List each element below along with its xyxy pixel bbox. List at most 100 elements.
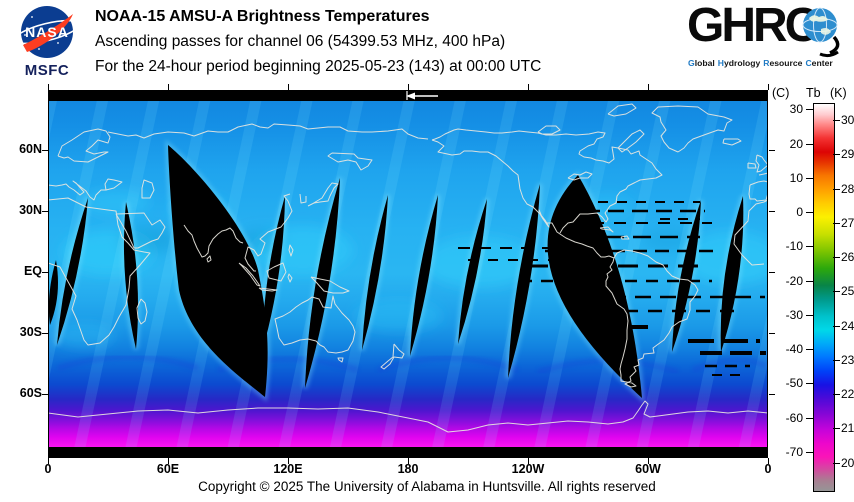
lat-tick-left bbox=[42, 394, 48, 395]
colorbar-celsius-label: 0 bbox=[796, 205, 803, 220]
lat-tick-right bbox=[769, 272, 775, 273]
colorbar-celsius-label: -70 bbox=[785, 444, 803, 459]
lon-tick-bottom bbox=[288, 458, 289, 464]
lat-tick-right bbox=[769, 333, 775, 334]
lat-tick-left bbox=[42, 150, 48, 151]
south-polar-cap-bar bbox=[48, 447, 768, 458]
subtitle-channel: Ascending passes for channel 06 (54399.5… bbox=[95, 33, 506, 50]
nasa-center-label: MSFC bbox=[24, 62, 70, 79]
colorbar-kelvin-label: 280 bbox=[841, 181, 854, 196]
ghrc-word-resource: Resource bbox=[763, 58, 803, 68]
copyright-line: Copyright © 2025 The University of Alaba… bbox=[198, 479, 656, 494]
ghrc-word-center: Center bbox=[805, 58, 833, 68]
lat-tick-left bbox=[42, 333, 48, 334]
lon-label: 180 bbox=[397, 462, 419, 476]
colorbar-celsius-tick bbox=[806, 246, 814, 248]
colorbar-kelvin-tick bbox=[833, 325, 840, 327]
lat-tick-right bbox=[769, 394, 775, 395]
swath-direction-arrow-icon bbox=[406, 91, 438, 100]
colorbar-kelvin-label: 220 bbox=[841, 387, 854, 402]
ghrc-word-hydrology: Hydrology bbox=[717, 58, 761, 68]
lat-label: 30N bbox=[19, 203, 42, 217]
ghrc-globe-icon bbox=[802, 7, 840, 58]
lon-label: 0 bbox=[44, 462, 52, 476]
lon-tick-bottom bbox=[768, 458, 769, 464]
colorbar-gradient bbox=[813, 103, 835, 492]
colorbar-kelvin-tick bbox=[833, 257, 840, 259]
lon-tick-bottom bbox=[408, 458, 409, 464]
colorbar-kelvin-label: 200 bbox=[841, 455, 854, 470]
colorbar-celsius-label: -40 bbox=[785, 342, 803, 357]
lat-tick-right bbox=[769, 211, 775, 212]
colorbar-unit-celsius: (C) bbox=[772, 86, 790, 100]
lon-tick-top bbox=[168, 84, 169, 90]
lon-tick-top bbox=[648, 84, 649, 90]
colorbar-kelvin-tick bbox=[833, 359, 840, 361]
colorbar-celsius-tick bbox=[806, 143, 814, 145]
colorbar-celsius-label: -30 bbox=[785, 307, 803, 322]
lon-tick-top bbox=[288, 84, 289, 90]
colorbar-kelvin-tick bbox=[833, 120, 840, 122]
lat-tick-left bbox=[42, 211, 48, 212]
colorbar-celsius-label: -50 bbox=[785, 376, 803, 391]
colorbar-kelvin-label: 230 bbox=[841, 352, 854, 367]
ghrc-tagline: Global Hydrology Resource Center bbox=[688, 58, 849, 68]
colorbar-kelvin-tick bbox=[833, 291, 840, 293]
brightness-temperature-map bbox=[48, 90, 768, 458]
subtitle-period: For the 24-hour period beginning 2025-05… bbox=[95, 58, 542, 75]
ghrc-word-global: Global bbox=[688, 58, 715, 68]
lon-tick-top bbox=[768, 84, 769, 90]
lat-label: 60N bbox=[19, 142, 42, 156]
colorbar-celsius-tick bbox=[806, 383, 814, 385]
lat-label: EQ bbox=[23, 264, 42, 278]
lon-tick-bottom bbox=[648, 458, 649, 464]
colorbar-kelvin-label: 270 bbox=[841, 215, 854, 230]
lat-label: 60S bbox=[19, 386, 42, 400]
colorbar-celsius-label: 20 bbox=[789, 136, 803, 151]
colorbar-kelvin-tick bbox=[833, 188, 840, 190]
nasa-logo-icon: NASA bbox=[14, 6, 80, 58]
colorbar-kelvin-tick bbox=[833, 154, 840, 156]
colorbar-celsius-tick bbox=[806, 280, 814, 282]
coastlines bbox=[48, 103, 768, 433]
colorbar-celsius-label: -10 bbox=[785, 239, 803, 254]
map-frame bbox=[48, 90, 768, 458]
ghrc-logo: GHRC Global Hydrology Resource Center bbox=[687, 0, 849, 81]
lat-tick-left bbox=[42, 272, 48, 273]
lon-label: 60E bbox=[156, 462, 180, 476]
lon-tick-bottom bbox=[528, 458, 529, 464]
lon-label: 120E bbox=[273, 462, 303, 476]
map-background bbox=[48, 90, 768, 458]
colorbar-kelvin-label: 290 bbox=[841, 147, 854, 162]
lon-tick-top bbox=[408, 84, 409, 90]
colorbar-kelvin-tick bbox=[833, 394, 840, 396]
colorbar-celsius-tick bbox=[806, 451, 814, 453]
lon-tick-top bbox=[48, 84, 49, 90]
colorbar-unit-tb: Tb bbox=[806, 86, 821, 100]
colorbar-kelvin-label: 260 bbox=[841, 250, 854, 265]
lat-label: 30S bbox=[19, 325, 42, 339]
colorbar-celsius-tick bbox=[806, 314, 814, 316]
page-title: NOAA-15 AMSU-A Brightness Temperatures bbox=[95, 8, 430, 25]
colorbar-celsius-label: 30 bbox=[789, 102, 803, 117]
lon-tick-bottom bbox=[168, 458, 169, 464]
lon-tick-top bbox=[528, 84, 529, 90]
colorbar-celsius-tick bbox=[806, 417, 814, 419]
lat-tick-right bbox=[769, 150, 775, 151]
lon-label: 60W bbox=[635, 462, 661, 476]
colorbar-kelvin-tick bbox=[833, 428, 840, 430]
colorbar-celsius-label: -60 bbox=[785, 410, 803, 425]
nasa-wordmark: NASA bbox=[25, 24, 69, 40]
colorbar-kelvin-label: 210 bbox=[841, 421, 854, 436]
no-data-gaps bbox=[48, 145, 744, 398]
ghrc-acronym: GHRC bbox=[687, 0, 819, 52]
colorbar-kelvin-tick bbox=[833, 222, 840, 224]
colorbar-celsius-tick bbox=[806, 212, 814, 214]
lon-label: 120W bbox=[511, 462, 545, 476]
colorbar-celsius-label: 10 bbox=[789, 170, 803, 185]
colorbar-celsius-tick bbox=[806, 177, 814, 179]
colorbar-celsius-tick bbox=[806, 349, 814, 351]
colorbar-kelvin-label: 300 bbox=[841, 113, 854, 128]
colorbar-celsius-tick bbox=[806, 109, 814, 111]
colorbar-celsius-label: -20 bbox=[785, 273, 803, 288]
